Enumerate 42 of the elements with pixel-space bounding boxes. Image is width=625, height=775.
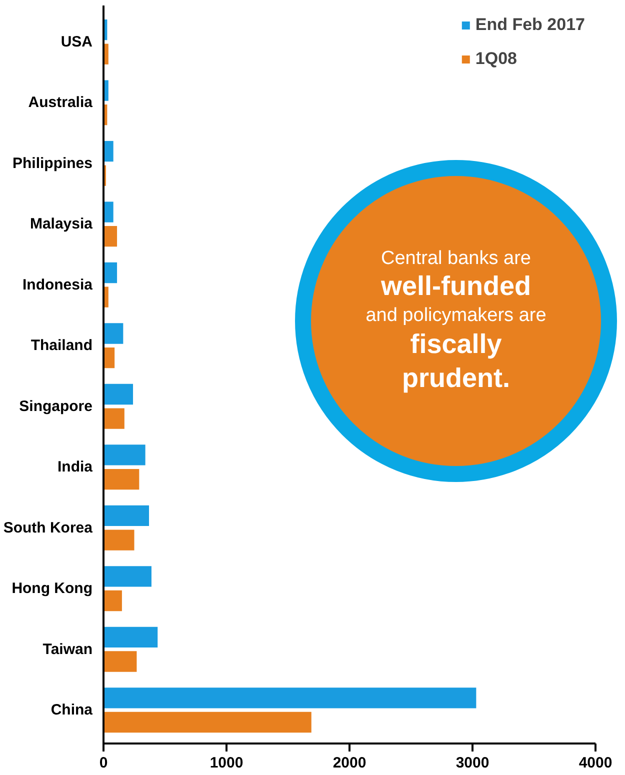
y-tick-label: South Korea: [3, 519, 94, 536]
annotation: prudent.: [402, 362, 510, 395]
bar: [104, 323, 124, 344]
annotation: Central banks are: [381, 246, 531, 270]
x-tick-label: 4000: [578, 754, 612, 772]
bar: [104, 444, 146, 466]
bar: [104, 384, 134, 405]
annotation: well-funded: [381, 270, 531, 304]
y-tick-label: USA: [60, 33, 93, 50]
annotation: fiscally: [410, 328, 502, 361]
y-tick-label: Singapore: [19, 398, 93, 415]
x-tick-label: 0: [99, 754, 108, 772]
bar: [104, 712, 312, 733]
bar: [104, 226, 118, 247]
bar: [104, 468, 140, 490]
x-tick-label: 1000: [210, 754, 244, 772]
annotation: and policymakers are: [366, 304, 546, 328]
bar: [104, 566, 152, 587]
bar: [104, 262, 118, 284]
x-tick-label: 2000: [332, 754, 366, 772]
y-tick-label: Indonesia: [22, 276, 94, 294]
y-tick-label: China: [50, 702, 94, 719]
y-tick-label: Malaysia: [30, 216, 94, 233]
bar: [104, 688, 476, 708]
bar: [104, 530, 134, 550]
y-tick-label: Taiwan: [42, 640, 93, 658]
bar: [104, 140, 114, 162]
y-tick-label: India: [58, 458, 94, 476]
bar: [104, 505, 150, 526]
legend-label: 1Q08: [475, 49, 517, 69]
bar: [104, 347, 115, 368]
legend-label: End Feb 2017: [475, 15, 585, 35]
bar: [104, 651, 137, 672]
bar: [104, 202, 114, 222]
y-tick-label: Australia: [28, 94, 94, 112]
y-tick-label: Philippines: [12, 154, 93, 172]
bar: [104, 626, 158, 648]
x-tick-label: 3000: [456, 754, 490, 772]
bar: [104, 408, 124, 429]
bar: [104, 590, 122, 612]
y-tick-label: Hong Kong: [12, 580, 93, 598]
y-tick-label: Thailand: [30, 337, 92, 354]
